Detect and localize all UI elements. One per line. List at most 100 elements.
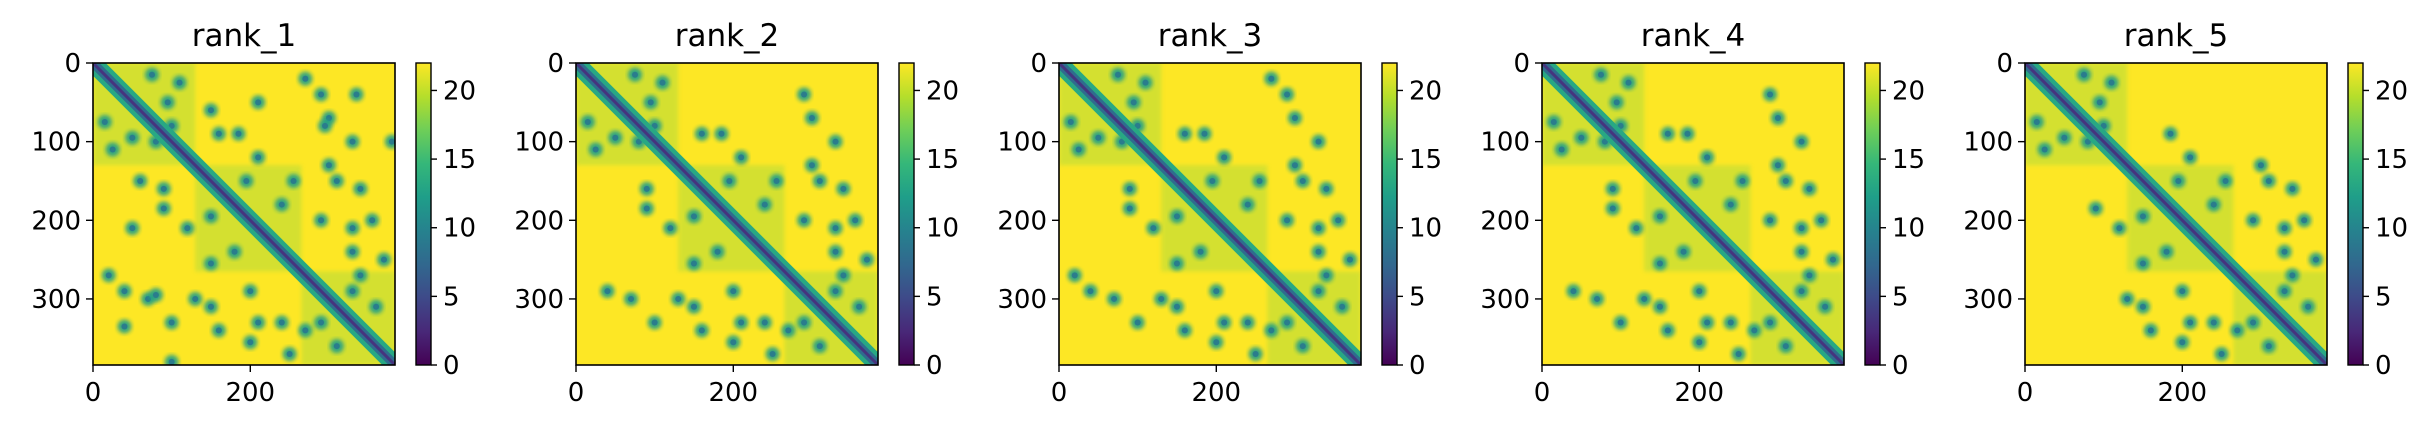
contact-blob-core	[1173, 260, 1180, 267]
y-tick-label: 200	[1480, 206, 1530, 236]
colorbar-tick-label: 15	[2375, 145, 2408, 175]
contact-blob-core	[816, 343, 823, 350]
contact-blob-core	[231, 248, 238, 255]
contact-blob-core	[1578, 134, 1585, 141]
contact-blob-core	[207, 107, 214, 114]
contact-blob-core	[852, 217, 859, 224]
contact-blob-core	[373, 303, 380, 310]
contact-blob-core	[1656, 260, 1663, 267]
heatmap-panel-2: rank_2 0 100 200 300 0 200 0 5 10 15 20	[514, 18, 959, 408]
contact-blob-core	[2234, 327, 2241, 334]
contact-blob-core	[318, 91, 325, 98]
contact-blob-core	[1181, 130, 1188, 137]
contact-blob-core	[773, 177, 780, 184]
contact-blob-core	[1284, 319, 1291, 326]
contact-blob-core	[243, 177, 250, 184]
contact-blob-core	[1087, 288, 1094, 295]
heatmap-panel-1: rank_1 0 100 200 300 0 200 0 5 10 15 20	[31, 18, 476, 408]
contact-blob-core	[168, 122, 175, 129]
contact-blob-core	[2147, 327, 2154, 334]
contact-blob-core	[1315, 138, 1322, 145]
contact-blob-core	[1221, 154, 1228, 161]
y-tick-label: 300	[514, 285, 564, 315]
colorbar-tick-label: 20	[1409, 76, 1442, 106]
contact-blob-core	[1684, 130, 1691, 137]
contact-blob-core	[628, 295, 635, 302]
contact-blob-core	[2257, 162, 2264, 169]
contact-blob-core	[2033, 118, 2040, 125]
contact-blob-core	[148, 71, 155, 78]
contact-blob-core	[1075, 146, 1082, 153]
contact-blob-core	[247, 288, 254, 295]
contact-blob-core	[1617, 319, 1624, 326]
contact-blob-core	[1570, 288, 1577, 295]
x-tick-label: 200	[708, 378, 758, 408]
contact-blob-core	[137, 177, 144, 184]
contact-blob-core	[1335, 217, 1342, 224]
y-tick-label: 100	[1963, 128, 2013, 158]
heatmap-panel-4: rank_4 0 100 200 300 0 200 0 5 10 15 20	[1480, 18, 1925, 408]
y-tick-label: 100	[514, 128, 564, 158]
contact-blob-core	[1126, 185, 1133, 192]
axes-frame	[1058, 62, 1362, 366]
contact-blob-core	[1323, 272, 1330, 279]
chart-title: rank_2	[675, 18, 780, 54]
contact-blob-core	[1696, 339, 1703, 346]
diagonal-line	[2025, 63, 2327, 365]
chart-title: rank_4	[1641, 18, 1746, 54]
contact-blob-core	[714, 248, 721, 255]
contact-blob-core	[129, 225, 136, 232]
heatmap-cells	[576, 63, 878, 365]
contact-blob-core	[1252, 350, 1259, 357]
contact-blob-core	[2163, 248, 2170, 255]
contact-blob-core	[1284, 217, 1291, 224]
y-tick-label: 200	[997, 206, 1047, 236]
contact-blob-core	[1727, 319, 1734, 326]
contact-blob-core	[207, 213, 214, 220]
contact-blob-core	[1696, 288, 1703, 295]
y-tick-label: 300	[997, 285, 1047, 315]
contact-blob-core	[1818, 217, 1825, 224]
colorbar-tick-label: 20	[1892, 76, 1925, 106]
contact-blob-core	[1782, 177, 1789, 184]
contact-blob-core	[584, 118, 591, 125]
contact-blob-core	[2061, 134, 2068, 141]
contact-blob-core	[2281, 248, 2288, 255]
contact-blob-core	[1692, 177, 1699, 184]
contact-blob-core	[1656, 213, 1663, 220]
contact-blob-core	[698, 327, 705, 334]
contact-blob-core	[1173, 213, 1180, 220]
contact-blob-core	[856, 303, 863, 310]
contact-blob-core	[357, 272, 364, 279]
contact-blob-core	[832, 138, 839, 145]
contact-blob-core	[318, 217, 325, 224]
contact-blob-core	[643, 185, 650, 192]
contact-blob-core	[2084, 138, 2091, 145]
contact-blob-core	[325, 162, 332, 169]
contact-blob-core	[1197, 248, 1204, 255]
colorbar-tick-label: 15	[1892, 145, 1925, 175]
contact-blob-core	[152, 292, 159, 299]
contact-blob-core	[2179, 288, 2186, 295]
contact-blob-core	[1739, 177, 1746, 184]
contact-blob-core	[278, 201, 285, 208]
contact-blob-core	[1774, 162, 1781, 169]
contact-blob-core	[1704, 319, 1711, 326]
contact-blob-core	[286, 350, 293, 357]
contact-blob-core	[2100, 122, 2107, 129]
contact-blob-core	[1727, 201, 1734, 208]
contact-blob-core	[769, 350, 776, 357]
contact-blob-core	[2250, 217, 2257, 224]
colorbar	[1381, 62, 1398, 366]
x-tick-label: 200	[1191, 378, 1241, 408]
contact-blob-core	[2080, 71, 2087, 78]
contact-blob-core	[215, 327, 222, 334]
contact-blob-core	[1806, 185, 1813, 192]
contact-blob-core	[1656, 303, 1663, 310]
x-tick-label: 200	[1674, 378, 1724, 408]
colorbar-tick-label: 0	[926, 351, 943, 381]
contact-blob-core	[1767, 319, 1774, 326]
contact-blob-core	[612, 134, 619, 141]
y-tick-label: 300	[1480, 285, 1530, 315]
y-tick-label: 300	[31, 285, 81, 315]
